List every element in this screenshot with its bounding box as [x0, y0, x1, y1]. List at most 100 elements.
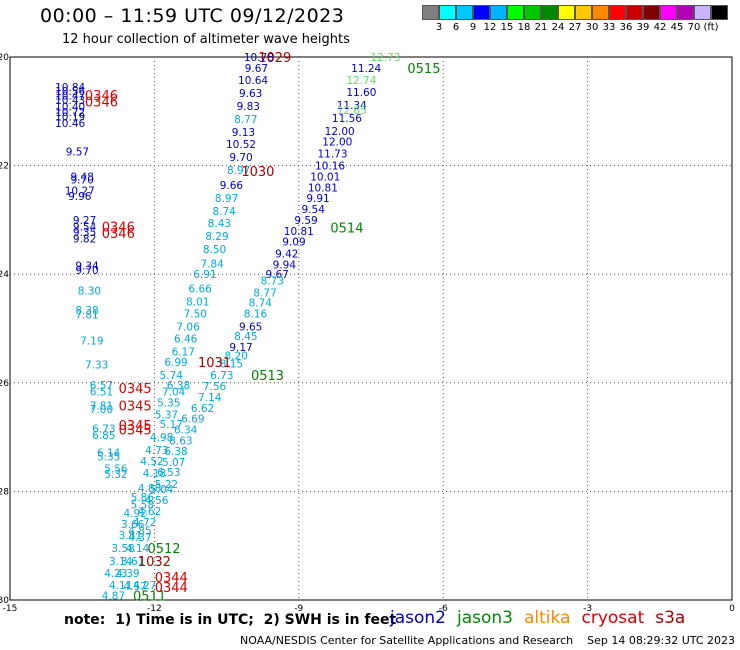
swh-value-label: 10.27	[65, 186, 95, 198]
swh-value-label: 10.56	[55, 86, 85, 98]
swh-value-label: 12.00	[322, 137, 352, 149]
x-tick-label: -15	[3, 604, 18, 614]
swh-value-label: 12.74	[346, 75, 376, 87]
swh-value-label: 9.70	[229, 152, 252, 164]
swh-value-label: 9.96	[68, 191, 92, 203]
swh-value-label: 5.35	[157, 397, 180, 409]
swh-value-label: 4.14	[126, 543, 150, 555]
swh-value-label: 7.81	[90, 401, 113, 413]
pass-time-label: 1031	[198, 356, 231, 371]
swh-value-label: 9.34	[75, 261, 99, 273]
swh-value-label: 9.70	[75, 265, 98, 277]
swh-value-label: 6.57	[90, 380, 113, 392]
swh-value-label: 8.45	[234, 331, 257, 343]
colorbar-tick-label: 6	[452, 22, 460, 33]
swh-value-label: 10.16	[315, 161, 345, 173]
swh-value-label: 9.54	[73, 221, 97, 233]
swh-value-label: 7.00	[90, 404, 113, 416]
swh-value-label: 6.46	[174, 333, 198, 345]
swh-value-label: 6.38	[164, 446, 187, 458]
colorbar-swatch	[541, 5, 558, 20]
swh-value-label: 10.19	[55, 112, 85, 124]
colorbar-swatch	[524, 5, 541, 20]
legend-s3a: s3a	[655, 608, 686, 628]
pass-time-label: 0344	[155, 581, 188, 596]
swh-value-label: 8.77	[234, 114, 257, 126]
pass-time-label: 0346	[102, 227, 135, 242]
swh-value-label: 8.50	[203, 244, 226, 256]
swh-value-label: 6.66	[188, 283, 212, 295]
swh-value-label: 9.67	[265, 269, 288, 281]
swh-value-label: 9.48	[71, 171, 94, 183]
swh-value-label: 12.00	[325, 126, 355, 138]
legend-cryosat: cryosat	[581, 608, 645, 628]
swh-value-label: 9.83	[237, 101, 260, 113]
pass-time-label: 0514	[330, 222, 363, 237]
pass-time-label: 1032	[138, 555, 171, 570]
swh-value-label: 7.19	[80, 335, 103, 347]
colorbar-swatch	[507, 5, 524, 20]
colorbar-tick-label: 18	[517, 22, 531, 33]
pass-time-label: 0346	[102, 220, 135, 235]
swh-value-label: 9.57	[66, 146, 89, 158]
swh-value-label: 4.39	[116, 568, 139, 580]
page-subtitle: 12 hour collection of altimeter wave hei…	[62, 32, 350, 47]
swh-value-label: 10.81	[284, 226, 314, 238]
y-tick-label: -22	[0, 162, 9, 172]
swh-value-label: 6.14	[97, 447, 121, 459]
swh-value-label: 4.87	[102, 591, 125, 603]
swh-value-label: 9.94	[273, 259, 297, 271]
swh-value-label: 7.84	[200, 258, 224, 270]
swh-value-label: 9.54	[302, 204, 326, 216]
colorbar-swatch	[609, 5, 626, 20]
swh-value-label: 7.81	[75, 309, 98, 321]
swh-value-label: 6.38	[167, 380, 190, 392]
colorbar-swatch	[626, 5, 643, 20]
pass-time-label: 0346	[85, 96, 118, 111]
legend-jason3: jason3	[457, 608, 513, 628]
swh-value-label: 12.73	[370, 52, 400, 64]
swh-value-label: 6.73	[92, 423, 115, 435]
swh-value-label: 10.72	[55, 107, 85, 119]
colorbar-tick-label: 12	[483, 22, 497, 33]
colorbar-tick-label: 42	[653, 22, 667, 33]
swh-value-label: 11.56	[332, 113, 362, 125]
swh-value-label: 10.01	[310, 171, 340, 183]
pass-time-label: 0344	[155, 571, 188, 586]
units-note: note: 1) Time is in UTC; 2) SWH is in fe…	[64, 612, 397, 628]
swh-value-label: 5.17	[160, 419, 183, 431]
colorbar-swatch	[490, 5, 507, 20]
swh-value-label: 9.13	[232, 127, 255, 139]
swh-value-label: 6.53	[157, 467, 180, 479]
swh-value-label: 10.43	[55, 95, 85, 107]
swh-value-label: 8.73	[261, 276, 284, 288]
swh-value-label: 8.63	[169, 435, 192, 447]
swh-value-label: 9.35	[73, 227, 96, 239]
swh-value-label: 5.74	[160, 370, 184, 382]
swh-value-label: 9.17	[229, 342, 252, 354]
swh-value-label: 4.88	[138, 483, 161, 495]
swh-value-label: 11.34	[337, 100, 367, 112]
colorbar-tick-label: (ft)	[703, 22, 719, 33]
swh-value-label: 9.66	[220, 180, 244, 192]
pass-time-label: 0345	[119, 423, 152, 438]
colorbar-tick-label: 24	[551, 22, 565, 33]
swh-value-label: 7.33	[85, 359, 108, 371]
colorbar-tick-label: 15	[500, 22, 514, 33]
swh-value-label: 5.35	[97, 452, 120, 464]
swh-value-label: 8.74	[249, 297, 273, 309]
swh-value-label: 6.73	[210, 370, 233, 382]
swh-value-label: 8.77	[253, 288, 276, 300]
swh-value-label: 9.27	[73, 215, 96, 227]
swh-value-label: 6.17	[172, 346, 195, 358]
swh-value-label: 4.11	[109, 580, 132, 592]
swh-value-label: 9.59	[294, 215, 317, 227]
swh-value-label: 4.62	[138, 506, 161, 518]
y-tick-label: -28	[0, 487, 9, 497]
colorbar-tick-label: 21	[534, 22, 548, 33]
swh-value-label: 8.29	[205, 231, 228, 243]
swh-value-label: 4.18	[143, 468, 166, 480]
swh-value-label: 6.34	[174, 424, 198, 436]
colorbar-swatch	[643, 5, 660, 20]
